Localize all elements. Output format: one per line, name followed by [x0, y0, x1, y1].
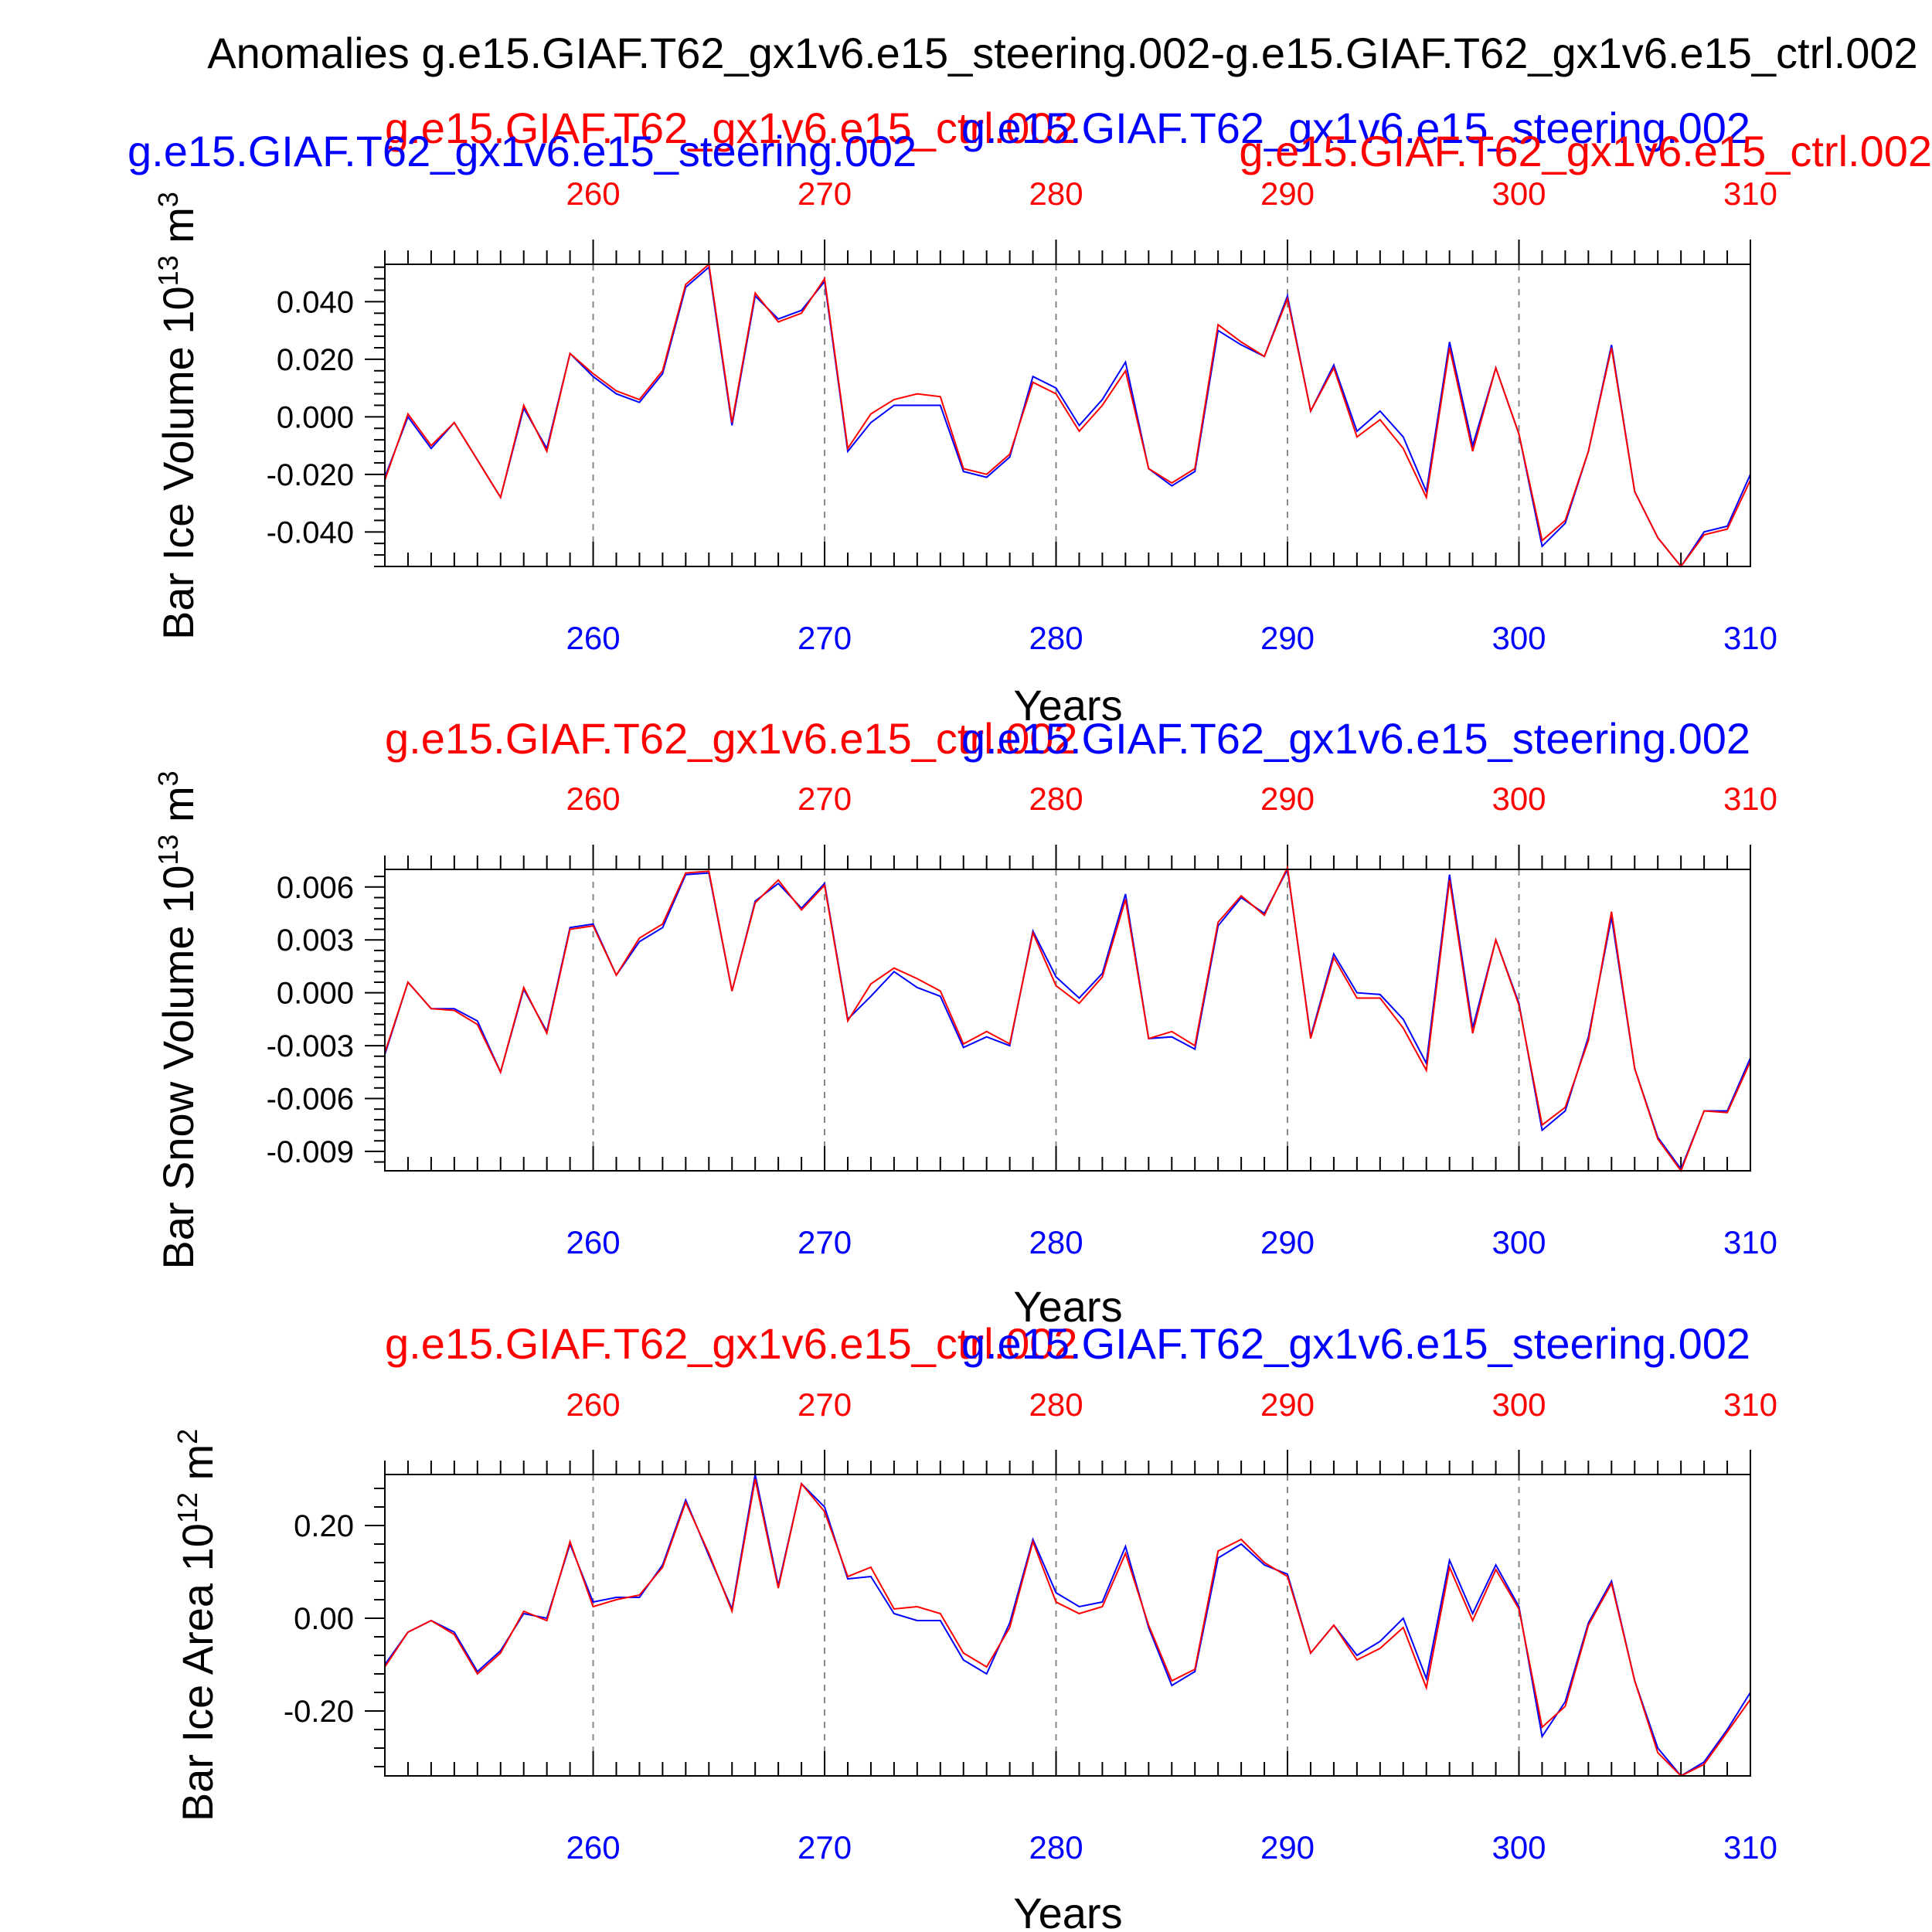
y-tick-label: 0.003: [277, 923, 354, 957]
run-label: g.e15.GIAF.T62_gx1v6.e15_steering.002: [961, 1319, 1750, 1368]
y-axis-label-superscript: 12: [172, 1492, 203, 1523]
x-axis-label: Years: [1013, 681, 1122, 730]
top-x-tick-label: 280: [1029, 1386, 1083, 1423]
plot-frame: [384, 869, 1751, 1172]
y-axis-label-part: m: [154, 207, 202, 255]
bottom-x-tick-label: 290: [1260, 1829, 1315, 1866]
top-x-tick-label: 270: [798, 175, 852, 212]
bottom-x-tick-label: 270: [798, 1829, 852, 1866]
x-axis-label: Years: [1013, 1889, 1122, 1932]
bottom-x-tick-label: 280: [1029, 620, 1083, 656]
top-x-tick-label: 260: [566, 1386, 621, 1423]
series-line-steering: [384, 866, 1751, 1171]
top-x-tick-label: 300: [1492, 175, 1546, 212]
figure-title: Anomalies g.e15.GIAF.T62_gx1v6.e15_steer…: [207, 29, 1917, 77]
series-line-ctrl: [384, 263, 1751, 568]
series-line-steering: [384, 265, 1751, 568]
x-axis-label: Years: [1013, 1282, 1122, 1331]
y-tick-label: -0.040: [267, 515, 354, 549]
bottom-x-tick-label: 280: [1029, 1829, 1083, 1866]
y-tick-label: 0.000: [277, 400, 354, 434]
y-axis-label-superscript: 13: [152, 835, 184, 866]
bottom-x-tick-label: 260: [566, 1224, 621, 1260]
y-axis-label-part: Bar Ice Volume 10: [154, 286, 202, 640]
chart-panel-3: 0.20 0.00 -0.20 260 260 270 270 280 280 290 290 300…: [172, 1319, 1778, 1932]
y-tick-label: -0.006: [267, 1082, 354, 1116]
y-tick-label: 0.000: [277, 977, 354, 1011]
top-x-tick-label: 300: [1492, 1386, 1546, 1423]
bottom-x-tick-label: 260: [566, 1829, 621, 1866]
run-label: g.e15.GIAF.T62_gx1v6.e15_ctrl.002: [385, 1319, 1078, 1368]
run-label: g.e15.GIAF.T62_gx1v6.e15_steering.002: [961, 104, 1750, 152]
run-label: g.e15.GIAF.T62_gx1v6.e15_ctrl.002: [385, 714, 1078, 763]
y-axis-label-part: Bar Ice Area 10: [173, 1523, 222, 1821]
run-label: g.e15.GIAF.T62_gx1v6.e15_ctrl.002: [1239, 127, 1932, 175]
bottom-x-tick-label: 310: [1723, 620, 1777, 656]
top-x-tick-label: 300: [1492, 781, 1546, 817]
y-tick-label: -0.009: [267, 1135, 354, 1169]
series-line-ctrl: [384, 1478, 1751, 1777]
top-x-tick-label: 290: [1260, 1386, 1315, 1423]
top-x-tick-label: 290: [1260, 781, 1315, 817]
y-axis-label: Bar Ice Volume 1013 m3: [152, 192, 203, 640]
y-tick-label: -0.003: [267, 1029, 354, 1063]
chart-panel-2: 0.006 0.003 0.000 -0.003 -0.006 -0.009 260 260 2…: [152, 714, 1778, 1331]
top-x-tick-label: 280: [1029, 781, 1083, 817]
bottom-x-tick-label: 280: [1029, 1224, 1083, 1260]
bottom-x-tick-label: 300: [1492, 620, 1546, 656]
bottom-x-tick-label: 310: [1723, 1829, 1777, 1866]
bottom-x-tick-label: 310: [1723, 1224, 1777, 1260]
top-x-tick-label: 270: [798, 781, 852, 817]
y-axis-label-part: m: [173, 1444, 222, 1492]
bottom-x-tick-label: 260: [566, 620, 621, 656]
y-axis-label-superscript: 13: [152, 255, 184, 286]
plot-frame: [384, 264, 1751, 567]
plot-frame: [384, 1474, 1751, 1777]
run-label: g.e15.GIAF.T62_gx1v6.e15_steering.002: [128, 127, 917, 175]
y-tick-label: 0.00: [294, 1602, 354, 1636]
y-axis-label-superscript: 3: [152, 770, 184, 786]
bottom-x-tick-label: 290: [1260, 1224, 1315, 1260]
top-x-tick-label: 290: [1260, 175, 1315, 212]
y-tick-label: 0.20: [294, 1509, 354, 1543]
chart-panel-1: 0.040 0.020 0.000 -0.020 -0.040 260 260 270 270 2…: [128, 104, 1932, 730]
top-x-tick-label: 270: [798, 1386, 852, 1423]
series-line-ctrl: [384, 865, 1751, 1173]
run-label: g.e15.GIAF.T62_gx1v6.e15_ctrl.002: [385, 104, 1078, 152]
y-axis-label-superscript: 3: [152, 192, 184, 207]
bottom-x-tick-label: 300: [1492, 1829, 1546, 1866]
top-x-tick-label: 260: [566, 175, 621, 212]
y-tick-label: 0.006: [277, 871, 354, 905]
y-tick-label: -0.20: [284, 1695, 354, 1729]
y-axis-label: Bar Snow Volume 1013 m3: [152, 770, 203, 1269]
bottom-x-tick-label: 300: [1492, 1224, 1546, 1260]
bottom-x-tick-label: 290: [1260, 620, 1315, 656]
series-line-steering: [384, 1474, 1751, 1777]
top-x-tick-label: 310: [1723, 1386, 1777, 1423]
top-x-tick-label: 310: [1723, 781, 1777, 817]
top-x-tick-label: 310: [1723, 175, 1777, 212]
y-axis-label-part: m: [154, 786, 202, 834]
bottom-x-tick-label: 270: [798, 620, 852, 656]
top-x-tick-label: 280: [1029, 175, 1083, 212]
panels: 0.040 0.020 0.000 -0.020 -0.040 260 260 270 270 2…: [128, 104, 1932, 1932]
y-tick-label: 0.040: [277, 285, 354, 319]
y-tick-label: -0.020: [267, 458, 354, 492]
y-tick-label: 0.020: [277, 343, 354, 377]
y-axis-label-superscript: 2: [172, 1429, 203, 1444]
run-label: g.e15.GIAF.T62_gx1v6.e15_steering.002: [961, 714, 1750, 763]
bottom-x-tick-label: 270: [798, 1224, 852, 1260]
y-axis-label: Bar Ice Area 1012 m2: [172, 1429, 223, 1821]
y-axis-label-part: Bar Snow Volume 10: [154, 866, 202, 1270]
top-x-tick-label: 260: [566, 781, 621, 817]
